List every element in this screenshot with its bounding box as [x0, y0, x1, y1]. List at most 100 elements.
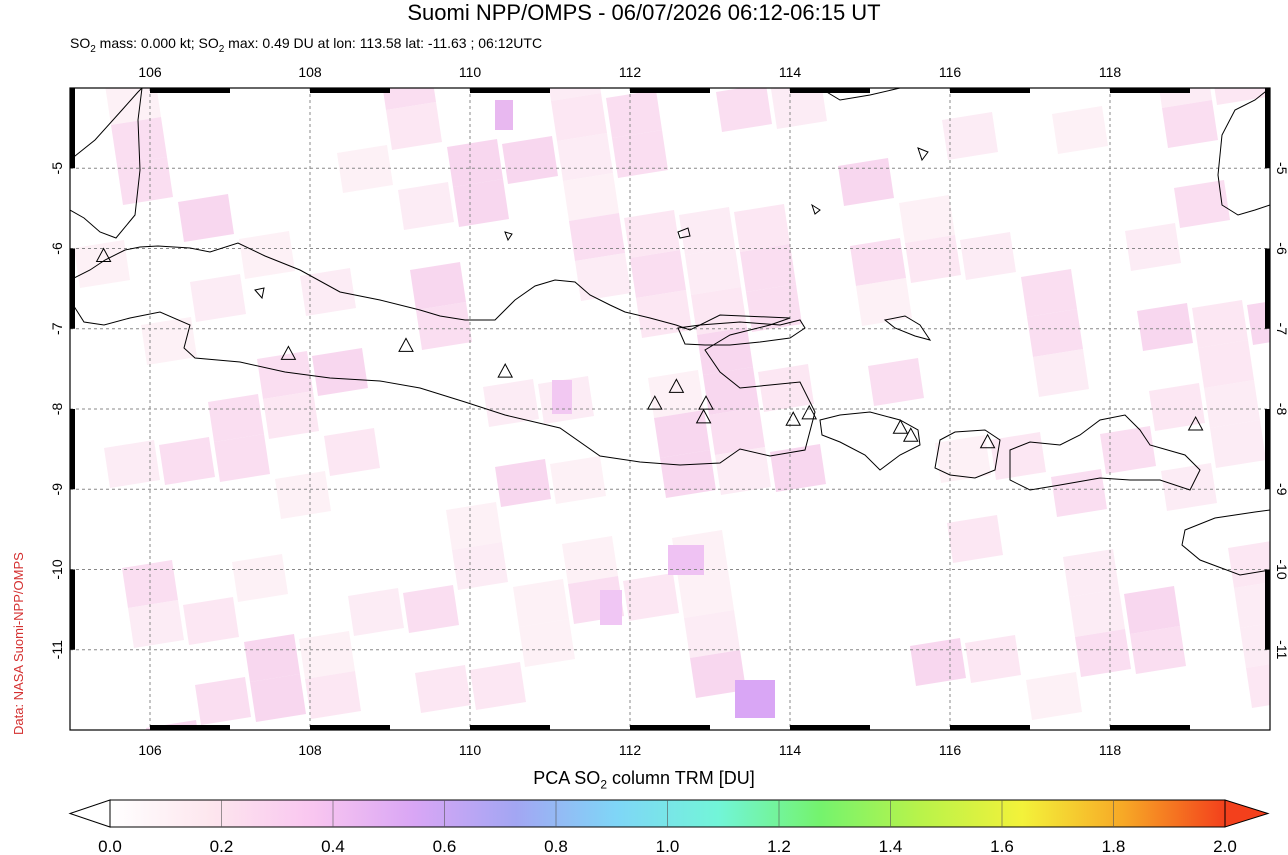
lat-label-left: -10	[49, 559, 65, 579]
retrieval-cell	[1260, 14, 1288, 62]
frame-bar-right	[1265, 409, 1270, 490]
frame-bar-top	[310, 88, 390, 93]
coastline-islet-1	[917, 147, 929, 162]
retrieval-cell	[1150, 20, 1206, 68]
frame-bar-right	[1265, 569, 1270, 650]
volcano-marker	[698, 395, 714, 410]
colorbar-tick-label: 1.0	[656, 837, 680, 855]
lon-label-bottom: 118	[1099, 742, 1122, 758]
coastline-karimunjawa	[504, 231, 513, 242]
lon-label-bottom: 112	[619, 742, 642, 758]
frame-bar-right	[1265, 88, 1270, 169]
volcano-markers	[95, 247, 1204, 449]
retrieval-cell	[868, 358, 924, 406]
retrieval-cell	[312, 348, 368, 396]
frame-bar-left	[70, 409, 75, 490]
retrieval-cell	[1246, 664, 1270, 708]
retrieval-cell	[1161, 463, 1217, 511]
lon-label-top: 108	[298, 64, 322, 80]
retrieval-cell	[746, 284, 802, 332]
volcano-marker	[801, 404, 818, 420]
retrieval-cell	[549, 88, 601, 101]
retrieval-cell	[1272, 94, 1288, 142]
retrieval-cell-elevated	[668, 545, 704, 575]
frame-bar-bottom	[630, 725, 710, 730]
frame-bar-bottom	[150, 725, 230, 730]
coastline-sulawesi	[1217, 88, 1270, 216]
retrieval-cell	[117, 157, 173, 205]
retrieval-cell	[1240, 623, 1270, 668]
retrieval-cell	[348, 588, 404, 636]
retrieval-cell	[575, 253, 631, 301]
volcano-marker	[695, 408, 712, 424]
retrieval-cell	[250, 674, 306, 722]
lon-labels-bottom: 106 108 110 112 114 116 118	[138, 742, 1121, 758]
volcano-marker	[902, 427, 919, 442]
frame-bar-top	[790, 88, 870, 93]
frame-bar-bottom	[470, 725, 550, 730]
colorbar-tick-label: 0.4	[321, 837, 345, 855]
retrieval-cell	[1159, 88, 1212, 108]
retrieval-cell	[716, 88, 772, 132]
lat-label-left: -9	[49, 483, 65, 496]
colorbar-tick-label: 0.2	[210, 837, 234, 855]
retrieval-cell	[1033, 349, 1089, 397]
retrieval-cell	[502, 136, 558, 184]
retrieval-cell	[1204, 380, 1260, 428]
lat-label-left: -8	[49, 403, 65, 416]
retrieval-cell	[178, 194, 234, 242]
retrieval-cell	[195, 677, 251, 725]
retrieval-cell	[899, 195, 955, 243]
colorbar-tick-label: 1.4	[879, 837, 903, 855]
retrieval-cell	[105, 88, 161, 125]
volcano-marker	[398, 337, 414, 352]
retrieval-cell	[300, 268, 356, 316]
retrieval-cell	[337, 145, 393, 193]
retrieval-cell	[709, 407, 765, 455]
volcano-marker	[497, 363, 514, 378]
lat-labels-left: -5 -6 -7 -8 -9 -10 -11	[49, 162, 65, 660]
retrieval-cell	[305, 671, 361, 719]
lon-label-top: 116	[939, 64, 962, 80]
colorbar-tick-label: 0.6	[433, 837, 457, 855]
retrieval-cell	[1051, 469, 1107, 517]
retrieval-cell	[935, 435, 991, 483]
retrieval-cell	[678, 570, 734, 618]
retrieval-cell	[122, 560, 178, 608]
colorbar-tick-label: 0.8	[544, 837, 568, 855]
retrieval-cell	[1027, 309, 1083, 357]
retrieval-cell	[483, 379, 539, 427]
retrieval-cell	[947, 515, 1003, 563]
frame-bar-top	[470, 88, 550, 93]
retrieval-cell-elevated	[735, 680, 775, 718]
coastline-sumatra	[70, 88, 143, 239]
retrieval-cell	[684, 610, 740, 658]
retrieval-cell	[960, 232, 1016, 280]
retrieval-cell	[74, 240, 130, 288]
retrieval-cell	[1100, 426, 1156, 474]
retrieval-cell	[1192, 300, 1248, 348]
retrieval-cell	[758, 364, 814, 412]
retrieval-cell	[159, 437, 215, 485]
coastline-islet-3	[254, 287, 265, 300]
retrieval-cell	[562, 536, 618, 584]
lon-label-top: 118	[1099, 64, 1122, 80]
retrieval-cell	[1149, 383, 1205, 431]
frame-bar-bottom	[790, 725, 870, 730]
retrieval-cell	[965, 635, 1021, 683]
lon-label-bottom: 116	[939, 742, 962, 758]
frame-bar-top	[150, 88, 230, 93]
frame-bar-top	[1110, 88, 1190, 93]
retrieval-cell	[557, 133, 613, 181]
frame-bar-bottom	[1110, 725, 1190, 730]
retrieval-cell	[519, 619, 575, 667]
frame-bar-left	[70, 88, 75, 169]
retrieval-cell	[1210, 420, 1266, 468]
retrieval-cell	[691, 287, 747, 335]
retrieval-cell	[1124, 586, 1180, 634]
volcano-marker	[892, 419, 909, 434]
retrieval-cell-elevated	[600, 590, 622, 625]
retrieval-cell	[386, 102, 442, 150]
retrieval-cell	[299, 631, 355, 679]
coastline-bali	[819, 411, 921, 471]
